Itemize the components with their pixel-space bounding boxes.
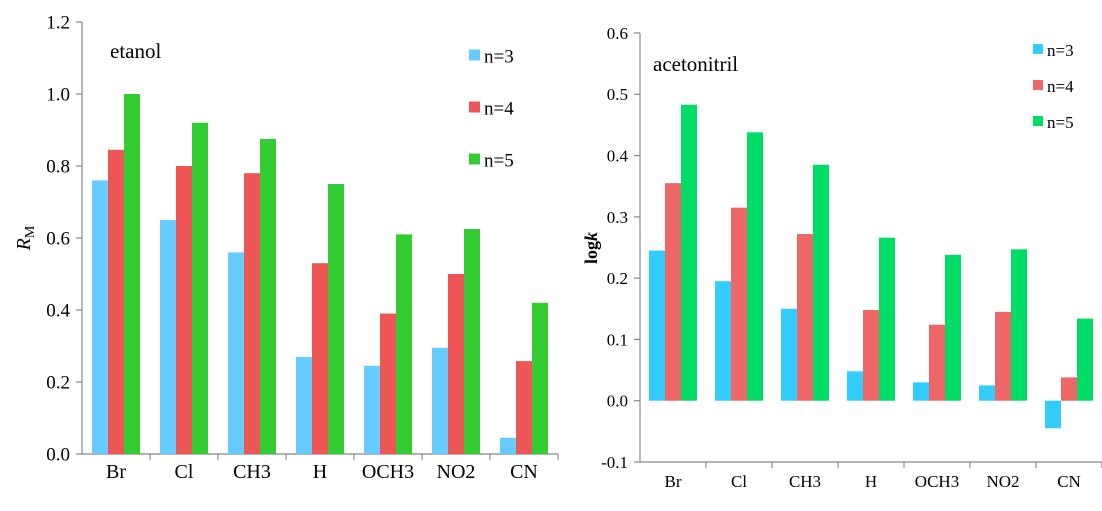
bar-n3-Br	[649, 250, 665, 401]
y-tick-label: 0.0	[46, 445, 70, 466]
chart-title: etanol	[110, 39, 161, 63]
x-tick-label: NO2	[437, 461, 476, 483]
y-tick-label: 0.6	[46, 229, 70, 250]
legend-swatch	[1033, 80, 1043, 90]
bar-n4-CN	[516, 361, 532, 454]
x-tick-label: CH3	[233, 461, 271, 483]
bar-n3-H	[296, 356, 312, 454]
legend-swatch	[469, 101, 480, 113]
bar-n4-CH3	[244, 173, 260, 454]
bar-n3-CH3	[781, 308, 797, 401]
bar-n3-Cl	[715, 281, 731, 401]
bar-n5-H	[879, 237, 895, 401]
y-tick-label: 0.2	[607, 269, 628, 288]
bar-n3-CN	[1045, 400, 1061, 429]
y-tick-label: 0.5	[607, 85, 628, 104]
bar-n3-NO2	[979, 385, 995, 401]
bar-n4-CH3	[797, 234, 813, 401]
legend-swatch	[1033, 44, 1043, 54]
x-tick-label: H	[865, 472, 877, 491]
y-axis-label: logk	[581, 232, 601, 264]
x-tick-label: OCH3	[362, 461, 414, 483]
bar-n5-OCH3	[396, 234, 412, 454]
legend-label: n=4	[1047, 77, 1074, 96]
x-tick-label: Cl	[175, 461, 194, 483]
y-tick-label: -0.1	[601, 453, 628, 472]
bar-n5-CN	[532, 302, 548, 454]
bar-n4-Br	[665, 183, 681, 401]
bar-n4-OCH3	[929, 324, 945, 401]
bar-n4-H	[863, 310, 879, 401]
y-tick-label: 0.4	[607, 147, 629, 166]
bar-n5-Br	[681, 104, 697, 401]
legend-label: n=4	[484, 99, 514, 120]
x-tick-label: NO2	[986, 472, 1019, 491]
chart-1: 0.0 0.2 0.4 0.6 0.8 1.0 1.2 Br Cl CH3 H OCH3 NO2 CN et…	[13, 13, 559, 483]
bar-n5-CN	[1077, 318, 1093, 401]
y-tick-label: 0.6	[607, 24, 628, 43]
bar-n3-NO2	[432, 347, 448, 454]
x-tick-label: Br	[106, 461, 126, 483]
y-tick-label: 0.3	[607, 208, 628, 227]
x-tick-label: CH3	[789, 472, 821, 491]
legend-label: n=5	[484, 151, 514, 172]
bar-n4-H	[312, 263, 328, 454]
bar-n5-NO2	[1011, 249, 1027, 401]
y-tick-label: 1.0	[46, 85, 70, 106]
x-tick-label: CN	[1057, 472, 1081, 491]
bar-n5-CH3	[260, 139, 276, 454]
y-axis-label: RM	[13, 225, 38, 251]
x-tick-label: CN	[510, 461, 538, 483]
chart-title: acetonitril	[653, 52, 738, 76]
x-tick-label: H	[313, 461, 327, 483]
bar-n5-Cl	[192, 122, 208, 455]
bar-n5-OCH3	[945, 254, 961, 401]
bar-n4-CN	[1061, 377, 1077, 401]
bar-n4-Cl	[731, 207, 747, 401]
bar-n3-CH3	[228, 252, 244, 454]
x-tick-label: OCH3	[915, 472, 959, 491]
bar-n4-NO2	[448, 274, 464, 454]
bar-n3-H	[847, 371, 863, 401]
bar-n3-Br	[92, 180, 108, 454]
x-tick-label: Cl	[731, 472, 747, 491]
y-tick-label: 0.4	[46, 301, 70, 322]
bar-n5-CH3	[813, 164, 829, 401]
y-tick-label: 0.2	[46, 373, 70, 394]
legend-swatch	[469, 49, 480, 61]
legend-label: n=3	[1047, 41, 1074, 60]
bar-n4-OCH3	[380, 313, 396, 454]
bar-n5-H	[328, 184, 344, 454]
bar-n5-Cl	[747, 132, 763, 401]
bar-n5-NO2	[464, 229, 480, 454]
legend-swatch	[1033, 116, 1043, 126]
bar-n4-Br	[108, 149, 124, 455]
bar-n3-OCH3	[364, 365, 380, 454]
x-tick-label: Br	[665, 472, 682, 491]
bar-n5-Br	[124, 94, 140, 454]
bar-n3-CN	[500, 437, 516, 454]
y-tick-label: 0.1	[607, 330, 628, 349]
legend-label: n=5	[1047, 113, 1074, 132]
chart-2: -0.1 0.0 0.1 0.2 0.3 0.4 0.5 0.6 Br Cl CH3 H OCH3 NO2…	[581, 24, 1102, 491]
y-tick-label: 0.8	[46, 157, 70, 178]
legend-swatch	[469, 153, 480, 165]
legend-label: n=3	[484, 47, 514, 68]
bar-n4-Cl	[176, 166, 192, 454]
bar-n3-OCH3	[913, 382, 929, 401]
y-tick-label: 1.2	[46, 13, 70, 34]
y-tick-label: 0.0	[607, 392, 628, 411]
bar-n4-NO2	[995, 311, 1011, 401]
bar-n3-Cl	[160, 220, 176, 454]
